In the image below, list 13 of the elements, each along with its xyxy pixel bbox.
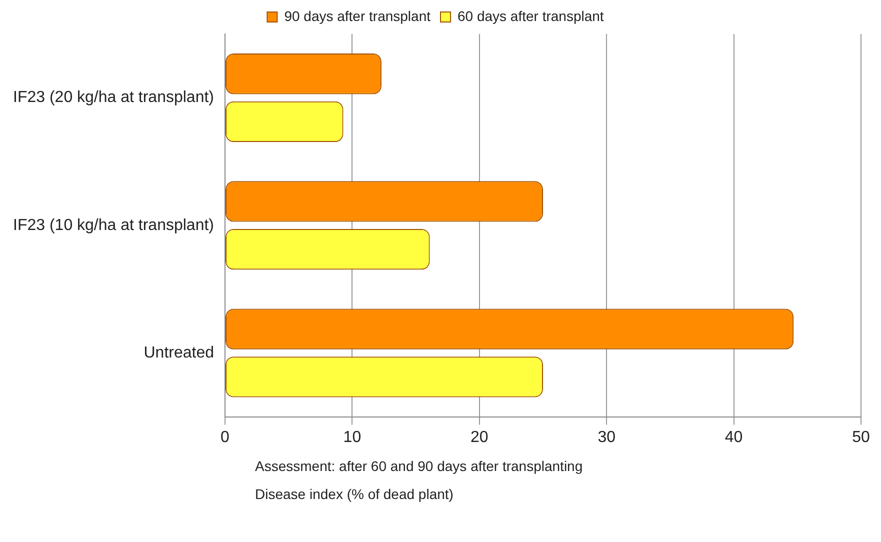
x-tick-label: 50 <box>852 428 870 446</box>
legend-label: 90 days after transplant <box>284 8 431 24</box>
y-tick-label: IF23 (20 kg/ha at transplant) <box>13 89 214 106</box>
x-tick-label: 40 <box>724 428 743 446</box>
x-tick-label: 20 <box>470 428 488 446</box>
legend-label: 60 days after transplant <box>458 8 604 24</box>
text: Assessment: after 60 and 90 days after transplanting <box>255 458 583 474</box>
y-tick-label: IF23 (10 kg/ha at transplant) <box>13 216 214 234</box>
x-axis-title: Disease index (% of dead plant) <box>255 486 454 502</box>
y-tick-label: Untreated <box>144 344 214 362</box>
x-tick-label: 0 <box>220 428 230 446</box>
x-tick-label: 10 <box>343 428 362 446</box>
x-tick-label: 30 <box>598 428 616 446</box>
